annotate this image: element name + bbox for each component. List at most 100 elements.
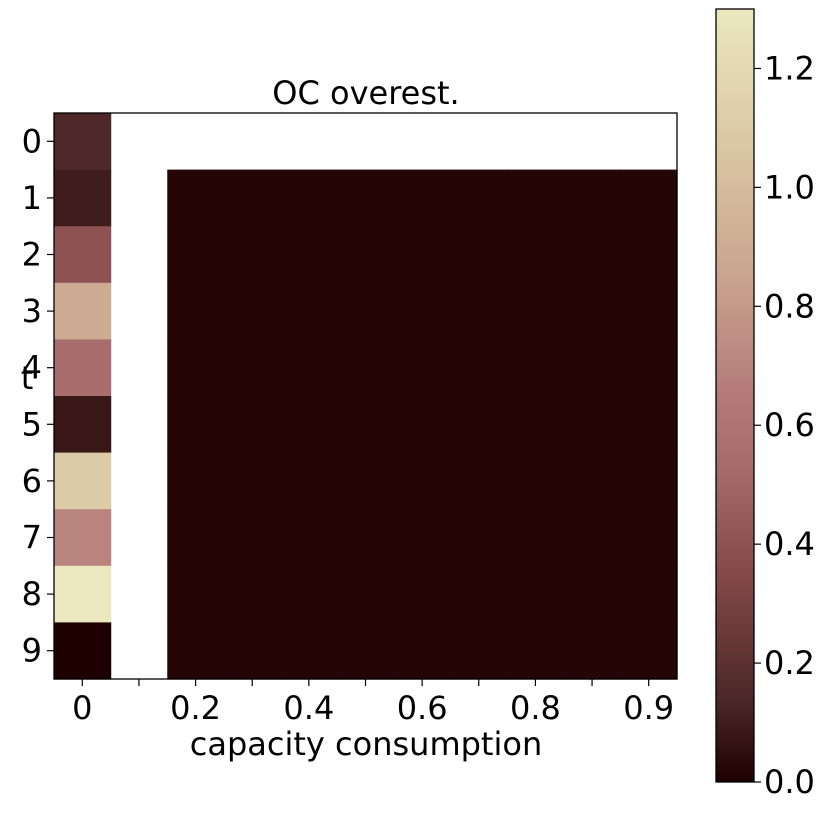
- heatmap-cell: [337, 282, 395, 340]
- heatmap-cell: [507, 452, 565, 510]
- heatmap-cell: [223, 339, 282, 397]
- heatmap-cell: [393, 169, 452, 227]
- heatmap-cell: [280, 282, 338, 340]
- heatmap-cell: [337, 169, 395, 227]
- y-tick-label: 0: [22, 122, 42, 160]
- heatmap-cell: [167, 622, 225, 680]
- heatmap-cell: [507, 282, 565, 340]
- heatmap-cell: [563, 396, 621, 454]
- heatmap-cell: [167, 565, 225, 623]
- heatmap-cell: [450, 509, 508, 567]
- heatmap-cell: [393, 565, 452, 623]
- heatmap-cell: [507, 396, 565, 454]
- heatmap-cell: [54, 169, 112, 227]
- heatmap-cell: [167, 396, 225, 454]
- heatmap-cell: [54, 622, 112, 680]
- heatmap-cell: [563, 565, 621, 623]
- heatmap-cell: [507, 169, 565, 227]
- heatmap-cell: [223, 282, 282, 340]
- colorbar-ticks: 0.0 0.2 0.4 0.6 0.8 1.0 1.2: [754, 49, 815, 801]
- heatmap-cell: [393, 282, 452, 340]
- heatmap-cell: [450, 282, 508, 340]
- colorbar-tick-label: 0.0: [764, 763, 815, 801]
- x-axis-ticks: 0 0.2 0.4 0.6 0.8 0.9: [72, 679, 674, 727]
- heatmap-cell: [337, 452, 395, 510]
- heatmap-cell: [167, 452, 225, 510]
- heatmap-cell: [507, 565, 565, 623]
- heatmap-cell: [507, 226, 565, 284]
- y-axis-label: t: [21, 359, 34, 397]
- heatmap-cell: [223, 565, 282, 623]
- colorbar-tick-label: 1.0: [764, 168, 815, 206]
- heatmap-cell: [450, 396, 508, 454]
- heatmap-cell: [563, 282, 621, 340]
- y-tick-label: 9: [22, 632, 42, 670]
- heatmap-cell: [54, 509, 112, 567]
- heatmap-cell: [280, 452, 338, 510]
- colorbar-tick-label: 1.2: [764, 49, 815, 87]
- heatmap-cell: [167, 282, 225, 340]
- heatmap-cell: [450, 339, 508, 397]
- chart-title: OC overest.: [272, 74, 459, 112]
- y-axis-ticks: 0 1 2 3 4 5 6 7 8 9: [22, 122, 54, 670]
- y-tick-label: 2: [22, 236, 42, 274]
- heatmap-cell: [337, 396, 395, 454]
- heatmap-cell: [54, 396, 112, 454]
- y-tick-label: 6: [22, 462, 42, 500]
- colorbar-tick-label: 0.2: [764, 644, 815, 682]
- x-axis-label: capacity consumption: [190, 725, 542, 763]
- x-tick-label: 0: [72, 689, 92, 727]
- y-tick-label: 4: [22, 349, 42, 387]
- heatmap-cell: [223, 509, 282, 567]
- heatmap-cell: [393, 226, 452, 284]
- heatmap-cell: [54, 282, 112, 340]
- heatmap-cell: [54, 339, 112, 397]
- heatmap-cell: [337, 565, 395, 623]
- x-tick-label: 0.9: [623, 689, 674, 727]
- heatmap-cell: [167, 169, 225, 227]
- heatmap-cell: [563, 226, 621, 284]
- heatmap-cell: [54, 452, 112, 510]
- heatmap-cell: [223, 622, 282, 680]
- y-tick-label: 1: [22, 179, 42, 217]
- heatmap-cell: [280, 396, 338, 454]
- heatmap-cell: [620, 396, 678, 454]
- y-tick-label: 7: [22, 519, 42, 557]
- colorbar-tick-label: 0.6: [764, 406, 815, 444]
- heatmap-cell: [620, 565, 678, 623]
- heatmap-cell: [450, 452, 508, 510]
- heatmap-cell: [337, 509, 395, 567]
- heatmap-cell: [337, 622, 395, 680]
- heatmap-cell: [167, 226, 225, 284]
- heatmap-cell: [167, 339, 225, 397]
- heatmap-cell: [620, 282, 678, 340]
- heatmap-cell: [393, 452, 452, 510]
- heatmap-cell: [620, 339, 678, 397]
- heatmap-cell: [280, 565, 338, 623]
- heatmap-cell: [280, 169, 338, 227]
- x-tick-label: 0.6: [397, 689, 448, 727]
- colorbar-tick-label: 0.4: [764, 525, 815, 563]
- x-tick-label: 0.2: [170, 689, 221, 727]
- heatmap-cell: [337, 226, 395, 284]
- heatmap-cell: [450, 226, 508, 284]
- heatmap-cell: [620, 226, 678, 284]
- heatmap-cell: [393, 396, 452, 454]
- heatmap-cell: [337, 339, 395, 397]
- heatmap-cell: [620, 452, 678, 510]
- heatmap-cell: [167, 509, 225, 567]
- heatmap-cell: [54, 226, 112, 284]
- heatmap-cell: [223, 452, 282, 510]
- heatmap-cell: [507, 509, 565, 567]
- y-tick-label: 5: [22, 405, 42, 443]
- y-tick-label: 3: [22, 292, 42, 330]
- heatmap-cell: [507, 622, 565, 680]
- y-tick-label: 8: [22, 575, 42, 613]
- heatmap-cell: [280, 339, 338, 397]
- heatmap-cell: [620, 509, 678, 567]
- x-tick-label: 0.8: [510, 689, 561, 727]
- heatmap-cell: [620, 169, 678, 227]
- heatmap-cell: [223, 396, 282, 454]
- heatmap-cell: [563, 509, 621, 567]
